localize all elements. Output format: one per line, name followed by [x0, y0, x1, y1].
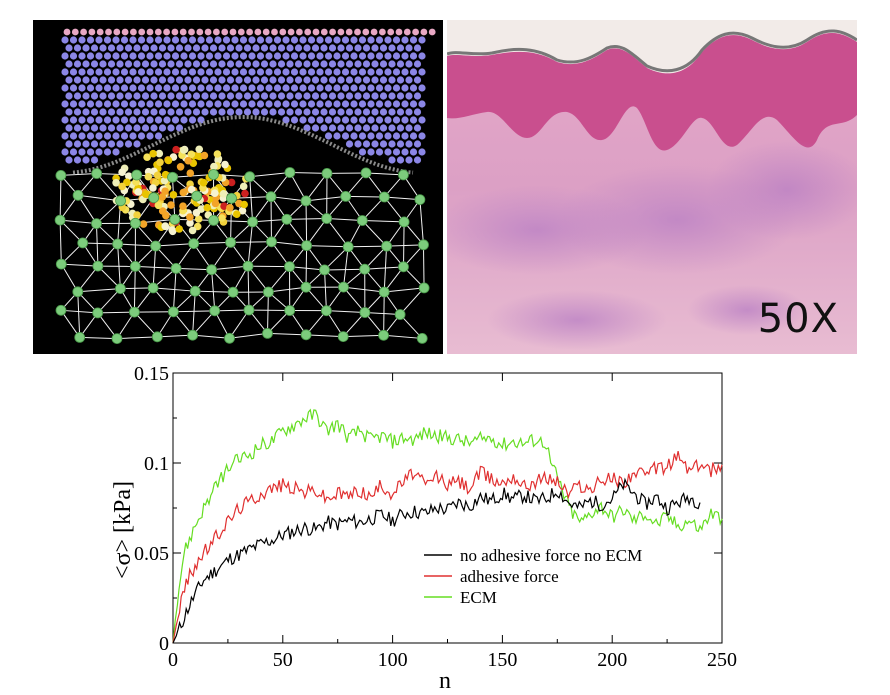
x-tick-label: 50	[273, 649, 293, 671]
y-axis-title: <σ> [kPa]	[110, 481, 136, 579]
legend-label-0: no adhesive force no ECM	[460, 546, 642, 565]
y-tick-label: 0.1	[144, 453, 169, 475]
x-tick-label: 100	[378, 649, 408, 671]
surface-cells	[63, 28, 436, 36]
legend-label-1: adhesive force	[460, 567, 559, 586]
y-tick-label: 0	[159, 633, 169, 655]
x-tick-label: 150	[487, 649, 517, 671]
y-tick-label: 0.05	[134, 543, 169, 565]
series-line-2	[172, 408, 723, 644]
y-tick-label: 0.15	[134, 363, 169, 385]
legend: no adhesive force no ECM adhesive force EC…	[424, 546, 642, 607]
x-tick-label: 200	[597, 649, 627, 671]
x-tick-label: 250	[707, 649, 737, 671]
plot-area: 0 50 100 150 200 250 0 0.05 0.1 0.15 no adhesive f…	[134, 363, 737, 671]
stress-line-chart: <σ> [kPa] n 0 50 100 150 200 250 0 0.05 0.1 0.15 n…	[110, 363, 737, 694]
stromal-nodes	[54, 167, 430, 345]
x-axis-title: n	[439, 668, 451, 694]
histology-micrograph-image	[447, 20, 857, 354]
simulation-render-image	[54, 28, 436, 345]
histology-panel: 50X	[447, 20, 857, 354]
x-tick-label: 0	[168, 649, 178, 671]
basement-membrane	[72, 115, 414, 175]
plot-frame	[172, 372, 723, 644]
simulation-panel	[33, 20, 443, 354]
magnification-label: 50X	[757, 296, 839, 342]
series-line-0	[172, 477, 701, 644]
legend-label-2: ECM	[460, 588, 497, 607]
epithelial-cells	[61, 36, 426, 164]
series-line-1	[172, 450, 723, 644]
